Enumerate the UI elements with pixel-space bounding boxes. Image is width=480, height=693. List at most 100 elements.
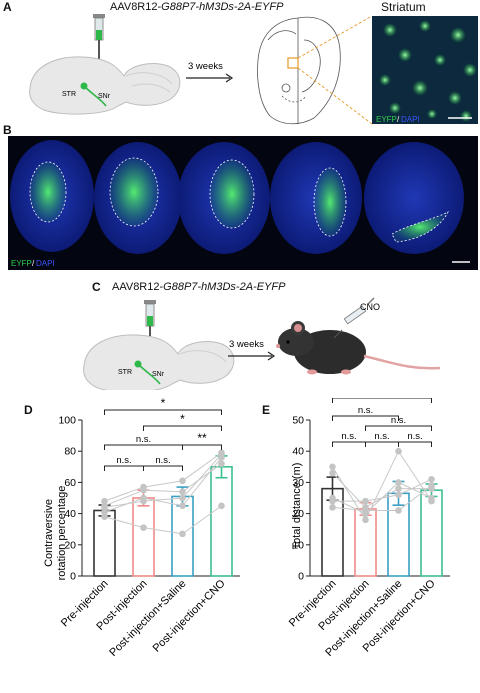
significance-label: n.s. (155, 455, 170, 466)
stain-dapi-b: DAPI (36, 259, 55, 268)
data-point (218, 502, 225, 510)
significance-bracket (332, 441, 366, 447)
significance-label: * (180, 412, 185, 426)
ylabel-d-line2: rotation percentage (56, 486, 68, 581)
panel-label-d: D (24, 403, 33, 417)
brain-sagittal-icon-c (83, 334, 235, 390)
stain-sep-a: / (397, 115, 400, 124)
virus-prefix-c: AAV8R12- (112, 281, 164, 293)
bar (93, 509, 116, 577)
injection-syringe-icon (333, 297, 375, 339)
snr-label-c: SNr (152, 371, 165, 378)
cno-label: CNO (360, 302, 380, 312)
data-point (101, 502, 108, 510)
arrow-text-c: 3 weeks (229, 339, 264, 350)
significance-label: n.s. (391, 415, 406, 426)
coronal-slice-1 (10, 140, 94, 252)
significance-label: n.s. (341, 431, 356, 442)
coronal-slice-4 (270, 142, 362, 254)
data-point (101, 508, 108, 516)
data-point (179, 477, 186, 485)
y-tick-label: 0 (298, 571, 304, 583)
coronal-slice-3 (178, 142, 270, 254)
data-point (101, 497, 108, 505)
significance-bracket (143, 425, 222, 431)
data-point (329, 469, 336, 477)
subject-line (104, 453, 222, 508)
significance-bracket (104, 444, 183, 450)
data-point (395, 485, 402, 492)
y-tick-label: 50 (292, 415, 304, 427)
chart-d: 020406080100Pre-injectionPost-injectionP… (43, 398, 240, 659)
significance-bracket (332, 415, 399, 421)
data-point (428, 494, 435, 502)
bar (210, 466, 233, 577)
data-point (395, 491, 402, 499)
significance-bracket (104, 409, 222, 415)
str-label: STR (62, 91, 76, 98)
y-tick-label: 40 (292, 446, 304, 458)
significance-label: n.s. (358, 405, 373, 416)
data-point (395, 507, 402, 514)
data-point (362, 497, 369, 505)
brain-sagittal-icon (29, 56, 181, 115)
significance-bracket (104, 465, 144, 471)
data-point (218, 460, 225, 467)
significance-label: n.s. (136, 434, 151, 445)
y-tick-label: 20 (292, 508, 304, 520)
mouse-icon (276, 321, 441, 375)
virus-construct-c: G88P7-hM3Ds-2A-EYFP (163, 281, 286, 293)
subject-line (332, 450, 432, 521)
data-point (179, 494, 186, 502)
significance-bracket (182, 444, 222, 450)
virus-prefix: AAV8R12- (110, 1, 162, 13)
data-point (395, 447, 402, 455)
data-point (395, 479, 402, 486)
snr-label: SNr (98, 93, 111, 100)
panel-b-graphics: EYFP / DAPI (8, 136, 478, 270)
data-point (179, 488, 186, 496)
category-label: Post-injection+CNO (151, 577, 228, 654)
significance-label: ** (197, 431, 207, 445)
significance-label: n.s. (116, 455, 131, 466)
y-tick-label: 30 (292, 477, 304, 489)
micrograph-title: Striatum (381, 0, 426, 14)
panel-label-b: B (3, 123, 12, 137)
y-tick-label: 10 (292, 539, 304, 551)
data-point (140, 497, 147, 505)
subject-line (332, 481, 432, 515)
subject-line (104, 457, 222, 513)
data-point (428, 475, 435, 483)
data-point (140, 524, 147, 531)
y-tick-label: 20 (64, 539, 76, 551)
significance-bracket (398, 441, 432, 447)
stain-dapi-a: DAPI (401, 115, 420, 124)
coronal-atlas-icon (257, 16, 341, 125)
significance-label: n.s. (407, 431, 422, 442)
arrow-text-a: 3 weeks (188, 61, 223, 72)
subject-line (104, 463, 222, 507)
data-point (140, 486, 147, 494)
stain-sep-b: / (32, 259, 35, 268)
chart-e: 01020304050Pre-injectionPost-injectionPo… (287, 398, 450, 659)
data-point (329, 494, 336, 502)
panel-label-e: E (262, 403, 271, 417)
ylabel-d-line1: Contraversive (43, 499, 55, 567)
panel-label-c: C (92, 280, 101, 294)
panel-c-graphics: STR SNr 3 weeks CNO (83, 297, 441, 390)
striatum-micrograph (372, 16, 478, 124)
data-point (179, 530, 186, 538)
virus-title-c: AAV8R12-G88P7-hM3Ds-2A-EYFP (112, 281, 285, 293)
y-tick-label: 40 (64, 508, 76, 520)
data-point (428, 482, 435, 489)
significance-bracket (365, 441, 399, 447)
data-point (362, 516, 369, 524)
panel-a-graphics: STR SNr 3 weeks EYFP / DAPI (29, 14, 478, 125)
bar (132, 497, 155, 577)
ylabel-e: Total distance (m) (291, 463, 303, 550)
virus-construct: G88P7-hM3Ds-2A-EYFP (161, 1, 284, 13)
significance-label: n.s. (374, 431, 389, 442)
data-point (329, 463, 336, 471)
data-point (362, 510, 369, 517)
data-point (101, 513, 108, 521)
